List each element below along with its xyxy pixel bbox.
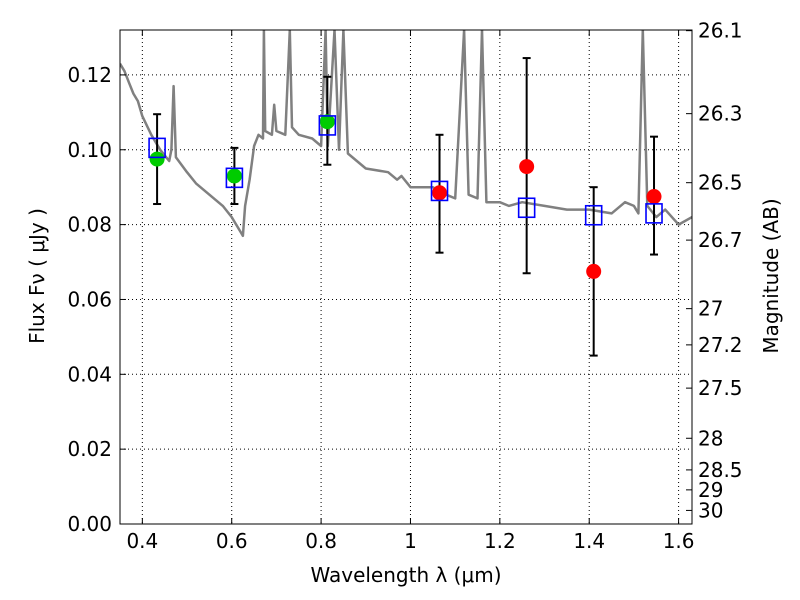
y-tick-label: 0.06: [67, 287, 112, 311]
plot-frame: [119, 29, 693, 525]
model-photometry-square: [225, 167, 244, 189]
magnitude-tick-label: 28: [698, 426, 723, 450]
observed-red-point: [432, 185, 448, 201]
magnitude-tick-label: 27: [698, 297, 723, 321]
x-tick-label: 0.4: [126, 529, 158, 553]
x-tick-label: 0.8: [305, 529, 337, 553]
y-tick-label: 0.02: [67, 437, 112, 461]
errorbar-layer: [153, 57, 659, 357]
magnitude-tick-label: 26.5: [698, 171, 743, 195]
observed-green-point: [226, 168, 242, 184]
grid-lines: [120, 30, 692, 525]
model-photometry-layer: [148, 115, 663, 226]
model-photometry-square: [645, 203, 663, 224]
magnitude-tick-label: 29: [698, 478, 723, 502]
observed-points-layer: [149, 114, 662, 279]
y-tick-label: 0.08: [67, 213, 112, 237]
y-tick-label: 0.00: [67, 512, 112, 536]
y-tick-label: 0.04: [67, 362, 112, 386]
x-axis-label: Wavelength λ (μm): [310, 563, 501, 587]
magnitude-tick-label: 26.7: [698, 228, 743, 252]
model-spectrum-line: [120, 30, 692, 238]
model-photometry-square: [430, 180, 449, 202]
model-photometry-square: [517, 197, 536, 219]
magnitude-tick-label: 26.3: [698, 102, 743, 126]
model-photometry-square: [318, 115, 337, 136]
observed-green-point: [319, 114, 335, 130]
magnitude-tick-label: 28.5: [698, 458, 743, 482]
observed-red-point: [519, 159, 535, 175]
x-tick-label: 1: [404, 529, 417, 553]
y-axis-label: Flux Fν ( μJy ): [25, 208, 49, 344]
x-tick-label: 1.4: [573, 529, 605, 553]
observed-red-point: [646, 189, 662, 205]
model-photometry-square: [148, 137, 166, 159]
y-axis-ticks: 0.00 0.02 0.04 0.06 0.08 0.10 0.12: [67, 63, 126, 536]
observed-green-point: [149, 151, 165, 167]
x-tick-label: 0.6: [216, 529, 248, 553]
magnitude-tick-label: 27.5: [698, 376, 743, 400]
model-spectrum-layer: [120, 30, 692, 238]
y-tick-label: 0.12: [67, 63, 112, 87]
model-photometry-square: [584, 204, 603, 226]
y-tick-label: 0.10: [67, 138, 112, 162]
magnitude-axis-label: Magnitude (AB): [759, 198, 783, 353]
x-tick-label: 1.2: [484, 529, 516, 553]
observed-red-point: [586, 263, 602, 279]
magnitude-tick-label: 26.1: [698, 19, 743, 43]
x-tick-label: 1.6: [663, 529, 695, 553]
magnitude-tick-label: 30: [698, 498, 723, 522]
magnitude-tick-label: 27.2: [698, 333, 743, 357]
x-axis-ticks: 0.4 0.6 0.8 1 1.2 1.4 1.6: [126, 30, 695, 553]
